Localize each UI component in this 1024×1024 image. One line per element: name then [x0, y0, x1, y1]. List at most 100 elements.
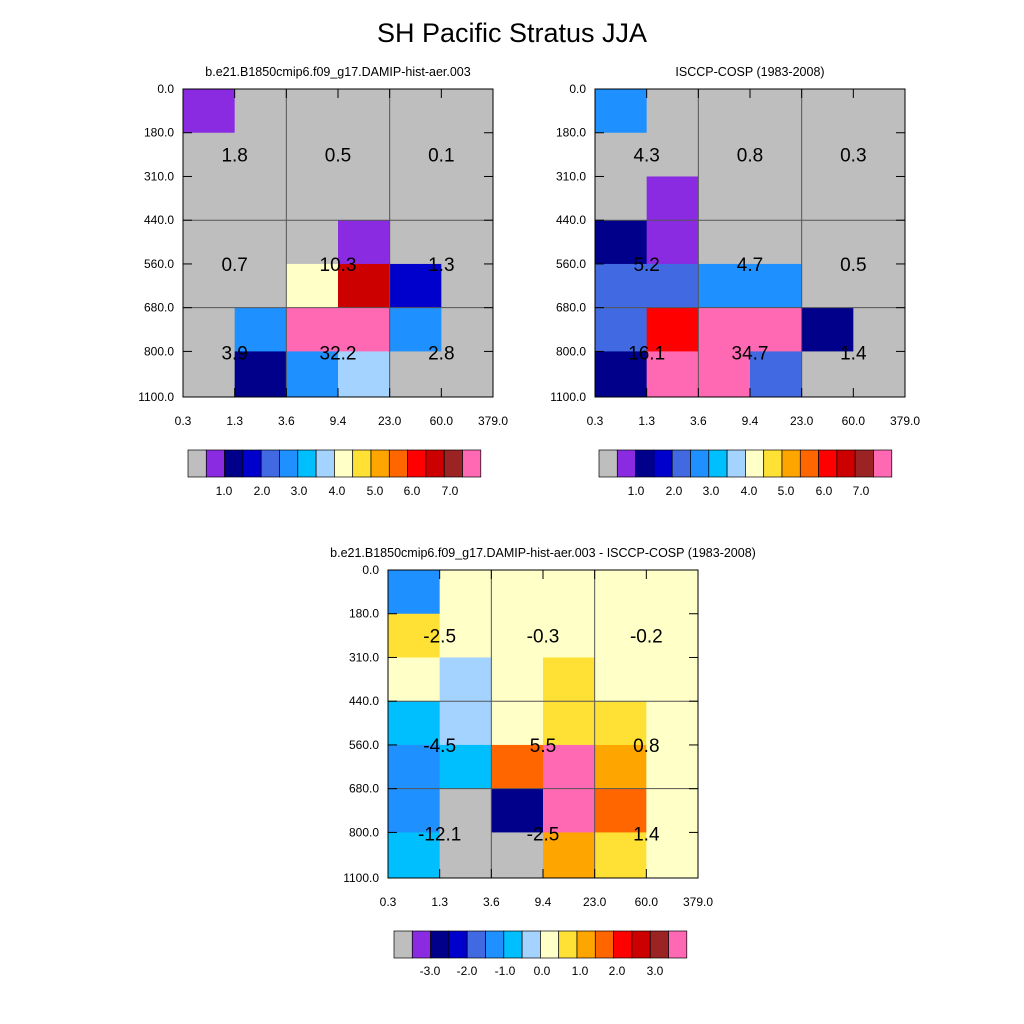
colorbar-label: 5.0	[367, 484, 384, 498]
colorbar-swatch	[540, 930, 560, 959]
heatmap-cell	[750, 351, 803, 398]
heatmap-cell	[646, 657, 699, 702]
heatmap-cell	[441, 132, 494, 177]
heatmap-cell	[853, 89, 906, 134]
heatmap-cell	[595, 263, 648, 309]
colorbar-swatch	[854, 449, 874, 478]
heatmap-cell	[234, 176, 287, 221]
colorbar-swatch	[576, 930, 596, 959]
heatmap-cell	[338, 307, 391, 352]
heatmap-cell	[286, 89, 339, 134]
heatmap-cell	[595, 89, 648, 134]
x-tick-label: 9.4	[330, 414, 347, 428]
value-label: 5.2	[633, 255, 659, 276]
heatmap-cell	[441, 263, 494, 309]
colorbar-label: -2.0	[457, 964, 478, 978]
colorbar-swatch	[393, 930, 413, 959]
heatmap-cell	[646, 176, 699, 221]
heatmap-cell	[389, 220, 442, 265]
y-tick-label: 1100.0	[138, 390, 174, 404]
value-label: 1.8	[221, 146, 247, 167]
colorbar-swatch	[462, 449, 482, 478]
y-tick-label: 440.0	[144, 213, 174, 227]
heatmap-cell	[389, 89, 442, 134]
heatmap-cell	[388, 744, 441, 790]
heatmap-cell	[491, 701, 544, 746]
heatmap-cell	[594, 788, 647, 833]
heatmap-cell	[646, 788, 699, 833]
colorbar-swatch	[781, 449, 801, 478]
heatmap-cell	[594, 613, 647, 658]
colorbar-label: 0.0	[534, 964, 551, 978]
y-tick-label: 800.0	[556, 344, 586, 358]
heatmap-cell	[801, 351, 854, 398]
colorbar-swatch	[187, 449, 207, 478]
colorbar-label: 6.0	[404, 484, 421, 498]
heatmap-cell	[801, 176, 854, 221]
colorbar-swatch	[334, 449, 354, 478]
colorbar-label: 4.0	[329, 484, 346, 498]
value-label: 0.8	[737, 146, 763, 167]
colorbar-swatch	[598, 449, 618, 478]
value-label: 4.7	[737, 255, 763, 276]
value-label: -2.5	[423, 627, 456, 648]
x-tick-label: 23.0	[583, 895, 607, 909]
heatmap-cell	[234, 307, 287, 352]
colorbar-swatch	[613, 930, 633, 959]
heatmap-cell	[543, 744, 596, 790]
y-tick-label: 680.0	[349, 782, 379, 796]
value-label: 0.3	[840, 146, 866, 167]
y-tick-label: 0.0	[157, 82, 174, 96]
heatmap-cell	[441, 176, 494, 221]
heatmap-cell	[338, 263, 391, 309]
x-tick-label: 3.6	[483, 895, 500, 909]
colorbar-label: -3.0	[420, 964, 441, 978]
colorbar-label: 2.0	[609, 964, 626, 978]
heatmap-cell	[853, 132, 906, 177]
heatmap-cell	[234, 89, 287, 134]
heatmap-cell	[698, 220, 751, 265]
heatmap-cell	[594, 832, 647, 879]
heatmap-cell	[389, 307, 442, 352]
value-label: -12.1	[418, 824, 461, 845]
value-label: -0.2	[630, 627, 663, 648]
heatmap-cell	[750, 132, 803, 177]
heatmap-cell	[853, 220, 906, 265]
heatmap-cell	[338, 176, 391, 221]
colorbar-swatch	[671, 449, 691, 478]
colorbar-swatch	[649, 930, 669, 959]
y-tick-label: 560.0	[556, 257, 586, 271]
y-tick-label: 310.0	[144, 169, 174, 183]
x-tick-label: 23.0	[378, 414, 402, 428]
heatmap-panel-2: ISCCP-COSP (1983-2008) 0.0 180.0 310.0 440.0…	[550, 65, 920, 498]
colorbar-label: 7.0	[853, 484, 870, 498]
heatmap-cell	[286, 220, 339, 265]
x-tick-label: 1.3	[638, 414, 655, 428]
heatmap-cell	[286, 307, 339, 352]
heatmap-cell	[491, 744, 544, 790]
heatmap-cell	[439, 701, 492, 746]
x-tick-label: 60.0	[842, 414, 866, 428]
heatmap-cell	[388, 570, 441, 615]
colorbar-swatch	[745, 449, 765, 478]
y-tick-label: 680.0	[144, 301, 174, 315]
colorbar-swatch	[873, 449, 893, 478]
heatmap-cell	[594, 570, 647, 615]
heatmap-cell	[439, 657, 492, 702]
heatmap-cell	[338, 351, 391, 398]
y-tick-label: 440.0	[556, 213, 586, 227]
colorbar-label: 3.0	[647, 964, 664, 978]
heatmap-cell	[595, 351, 648, 398]
heatmap-cell	[389, 176, 442, 221]
heatmap-cell	[441, 89, 494, 134]
heatmap-cell	[491, 832, 544, 879]
y-tick-label: 0.0	[569, 82, 586, 96]
heatmap-panel-1: b.e21.B1850cmip6.f09_g17.DAMIP-hist-aer.…	[138, 65, 508, 498]
heatmap-cell	[595, 307, 648, 352]
colorbar-swatch	[443, 449, 463, 478]
heatmap-cell	[698, 307, 751, 352]
panel-title: b.e21.B1850cmip6.f09_g17.DAMIP-hist-aer.…	[330, 546, 756, 560]
heatmap-cell	[338, 220, 391, 265]
heatmap-cell	[543, 570, 596, 615]
